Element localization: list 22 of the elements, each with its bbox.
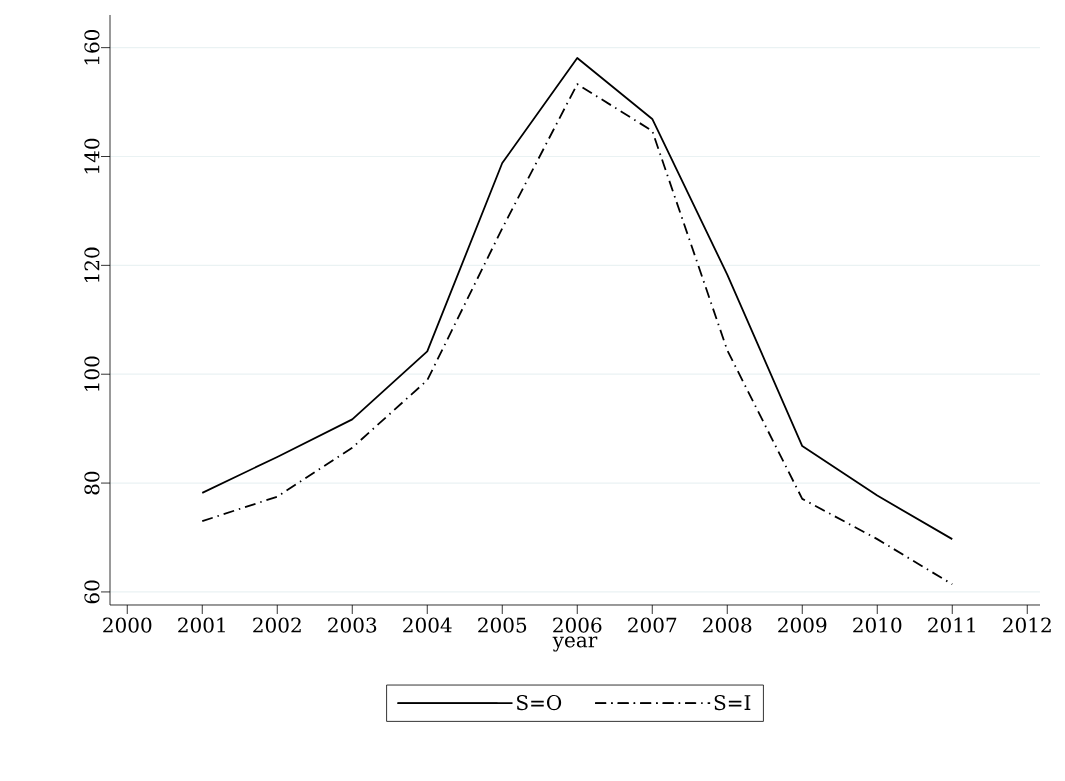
y-tick-label: 80 (84, 471, 100, 495)
x-tick-label: 2004 (403, 617, 452, 633)
legend-label: S=O (517, 695, 562, 711)
x-tick-label: 2006 (553, 617, 602, 633)
x-tick-label: 2012 (1003, 617, 1051, 633)
x-tick-label: 2010 (853, 617, 902, 633)
y-tick-label: 160 (84, 29, 100, 65)
x-tick-label: 2001 (178, 617, 225, 633)
x-axis-title: year (552, 636, 598, 652)
x-tick-label: 2007 (628, 617, 677, 633)
y-tick-label: 120 (84, 247, 100, 282)
x-tick-label: 2009 (778, 617, 827, 633)
x-tick-label: 2011 (928, 617, 975, 633)
x-tick-label: 2008 (703, 617, 752, 633)
legend-label: S=I (714, 695, 751, 711)
y-tick-label: 140 (84, 138, 100, 174)
x-tick-label: 2002 (253, 617, 301, 633)
x-tick-label: 2000 (103, 617, 152, 633)
y-tick-label: 60 (84, 580, 100, 604)
x-tick-label: 2005 (478, 617, 527, 633)
y-tick-label: 100 (84, 356, 100, 391)
x-tick-label: 2003 (328, 617, 377, 633)
